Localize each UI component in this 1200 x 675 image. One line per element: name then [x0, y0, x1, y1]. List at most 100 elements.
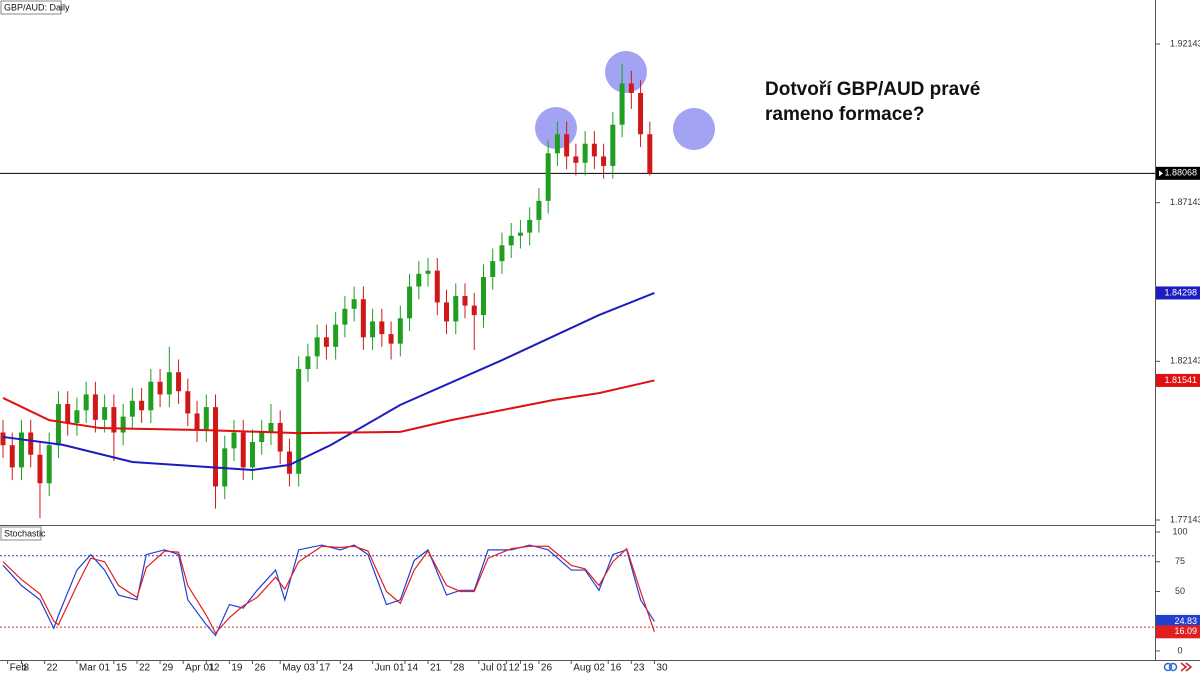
stochastic-line	[2, 545, 655, 635]
candle-body	[425, 270, 431, 274]
candle-body	[480, 277, 486, 316]
candle-body	[139, 400, 145, 411]
candle-body	[231, 432, 237, 449]
x-tick-label: 29	[162, 663, 174, 674]
y-tick-label: 75	[1175, 556, 1185, 566]
x-tick-label: Mar 01	[79, 663, 111, 674]
candle-body	[74, 410, 80, 423]
candle-body	[351, 299, 357, 309]
candle-body	[102, 407, 108, 420]
candle-body	[111, 407, 117, 433]
candle-body	[444, 302, 450, 322]
candle-body	[249, 442, 255, 468]
candle-body	[9, 445, 15, 468]
candle-body	[268, 422, 274, 433]
x-tick-label: 12	[509, 663, 521, 674]
value-label-box	[1156, 166, 1200, 180]
shoulder-marker	[673, 108, 715, 150]
candle-body	[157, 381, 163, 395]
scroll-icon[interactable]	[1180, 662, 1193, 672]
candle-body	[166, 372, 172, 395]
candle-body	[203, 407, 209, 430]
x-tick-label: Aug 02	[573, 663, 605, 674]
candle-body	[296, 369, 302, 474]
candle-body	[397, 318, 403, 344]
value-label: 1.84298	[1164, 287, 1197, 297]
candle-body	[564, 134, 570, 157]
x-tick-label: 26	[541, 663, 553, 674]
candle-body	[129, 400, 135, 417]
candle-body	[545, 153, 551, 201]
x-tick-label: 19	[522, 663, 534, 674]
x-tick-label: 22	[139, 663, 151, 674]
candle-body	[407, 286, 413, 319]
candle-body	[554, 134, 560, 154]
candle-body	[148, 381, 154, 411]
toolbar-icons	[1163, 662, 1193, 672]
x-tick-label: Jun 01	[375, 663, 405, 674]
y-tick-label: 1.87143	[1170, 197, 1200, 207]
annotation: Dotvoří GBP/AUD pravé	[765, 79, 980, 100]
value-label-box	[1156, 625, 1200, 639]
candle-body	[176, 372, 182, 392]
x-tick-label: 22	[47, 663, 59, 674]
x-tick-label: 21	[430, 663, 442, 674]
x-tick-label: May 03	[282, 663, 315, 674]
candle-body	[323, 337, 329, 347]
x-tick-label: 19	[231, 663, 243, 674]
annotation: rameno formace?	[765, 104, 924, 125]
candle-body	[37, 454, 43, 484]
x-tick-label: Apr 01	[185, 663, 215, 674]
link-icon[interactable]	[1168, 662, 1178, 672]
candle-body	[240, 432, 246, 468]
candle-body	[591, 143, 597, 157]
candle-body	[120, 416, 126, 433]
candles	[0, 64, 653, 519]
indicator-title: Stochastic	[4, 528, 46, 538]
value-label-arrow	[1159, 170, 1163, 177]
candle-body	[28, 432, 34, 455]
x-tick-label: 23	[633, 663, 645, 674]
title-box	[0, 0, 62, 15]
candle-body	[0, 432, 6, 446]
candle-body	[277, 422, 283, 452]
candle-body	[434, 270, 440, 303]
candle-body	[527, 219, 533, 233]
value-label-box	[1156, 373, 1200, 387]
moving-average	[2, 379, 655, 435]
candle-body	[638, 92, 644, 135]
value-label: 1.81541	[1164, 375, 1197, 385]
candle-body	[647, 134, 653, 174]
value-label: 16.09	[1174, 626, 1197, 636]
x-tick-label: Jul 01	[481, 663, 508, 674]
x-tick-label: 8	[23, 663, 29, 674]
x-tick-label: 26	[254, 663, 266, 674]
candle-body	[499, 245, 505, 262]
candle-body	[83, 394, 89, 411]
candle-body	[370, 321, 376, 338]
candle-body	[517, 232, 523, 236]
candle-body	[46, 445, 52, 484]
x-tick-label: 14	[407, 663, 419, 674]
candle-body	[259, 432, 265, 443]
x-tick-label: Feb	[10, 663, 28, 674]
candle-body	[194, 413, 200, 430]
candle-body	[462, 296, 468, 306]
chart-title: GBP/AUD: Daily	[4, 2, 70, 12]
value-label: 24.83	[1174, 616, 1197, 626]
candle-body	[65, 403, 71, 423]
candle-body	[360, 299, 366, 338]
x-tick-label: 12	[208, 663, 220, 674]
candle-body	[185, 391, 191, 414]
candle-body	[18, 432, 24, 468]
y-tick-label: 100	[1172, 526, 1187, 536]
link-icon[interactable]	[1163, 662, 1173, 672]
candle-body	[471, 305, 477, 316]
value-label-box	[1156, 286, 1200, 300]
candle-body	[619, 83, 625, 125]
x-tick-label: 16	[610, 663, 622, 674]
candle-body	[490, 261, 496, 278]
y-tick-label: 1.92143	[1170, 38, 1200, 48]
candle-body	[610, 124, 616, 166]
